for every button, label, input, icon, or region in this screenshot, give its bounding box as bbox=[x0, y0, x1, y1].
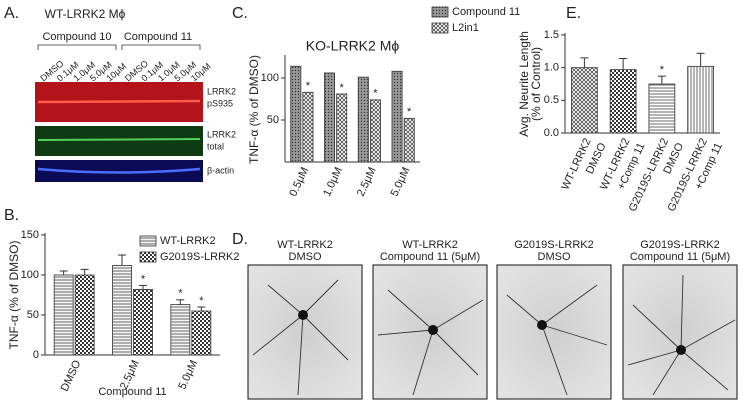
legend-label: Compound 11 bbox=[452, 6, 520, 18]
bar bbox=[357, 76, 369, 163]
x-tick-label: 1.0μM bbox=[321, 165, 345, 198]
bar bbox=[369, 99, 381, 163]
bar bbox=[302, 91, 314, 163]
band-label: LRRK2 bbox=[207, 86, 236, 96]
blot-band bbox=[35, 160, 203, 182]
bar bbox=[170, 304, 191, 356]
chart-title: KO-LRRK2 Mϕ bbox=[306, 38, 400, 54]
soma bbox=[676, 345, 686, 355]
micrograph-label: Compound 11 (5μM) bbox=[630, 251, 730, 263]
y-tick-label: 50 bbox=[27, 309, 39, 321]
micrograph-label: G2019S-LRRK2 bbox=[514, 239, 594, 251]
y-tick-label: 0 bbox=[33, 349, 39, 361]
micrograph bbox=[247, 264, 363, 400]
significance: * bbox=[373, 88, 378, 100]
x-tick-label: 0.5μM bbox=[287, 165, 311, 198]
band-label: pS935 bbox=[207, 98, 233, 108]
legend-label: WT-LRRK2 bbox=[160, 235, 216, 247]
neuron bbox=[377, 289, 484, 396]
legend-hatch bbox=[432, 7, 448, 17]
panel-label: E. bbox=[566, 5, 581, 22]
bar bbox=[290, 65, 302, 163]
bar bbox=[191, 310, 212, 356]
micrograph bbox=[622, 264, 738, 400]
significance: * bbox=[199, 295, 204, 307]
band-label: β-actin bbox=[207, 165, 234, 175]
blot-brace bbox=[37, 44, 201, 50]
bar bbox=[687, 65, 714, 134]
significance: * bbox=[407, 106, 412, 118]
micrograph bbox=[496, 264, 612, 400]
bar bbox=[648, 83, 676, 134]
neuron bbox=[627, 274, 736, 396]
panel-label: D. bbox=[232, 231, 248, 248]
significance: * bbox=[340, 82, 345, 94]
y-axis-label: TNF-α (% of DMSO) bbox=[7, 241, 21, 350]
bar bbox=[133, 288, 153, 356]
y-tick-label: 0.0 bbox=[544, 127, 559, 139]
significance: * bbox=[306, 80, 311, 92]
y-tick-label: 1.0 bbox=[544, 62, 559, 74]
micrograph-label: G2019S-LRRK2 bbox=[640, 239, 720, 251]
panel-label: A. bbox=[4, 5, 19, 22]
significance: * bbox=[141, 273, 146, 285]
blot-signal bbox=[37, 138, 201, 141]
significance: * bbox=[660, 64, 665, 76]
micrograph-label: Compound 11 (5μM) bbox=[380, 251, 480, 263]
bar bbox=[74, 274, 95, 356]
significance: * bbox=[178, 288, 183, 300]
x-axis-label: Compound 11 bbox=[98, 386, 166, 398]
y-axis-label: TNF-α (% of DMSO) bbox=[247, 55, 261, 164]
blot-group: Compound 10 bbox=[42, 31, 111, 43]
band-label: total bbox=[207, 141, 224, 151]
legend-label: G2019S-LRRK2 bbox=[160, 251, 240, 263]
neuron bbox=[252, 279, 349, 396]
y-tick-label: 150 bbox=[21, 229, 39, 241]
panel-label: C. bbox=[232, 5, 248, 22]
y-tick-label: 100 bbox=[21, 269, 39, 281]
bar bbox=[336, 93, 348, 163]
micrograph-label: DMSO bbox=[538, 251, 571, 263]
x-tick-label: 5.0μM bbox=[389, 165, 413, 198]
blot-band bbox=[35, 126, 203, 156]
bar bbox=[571, 67, 598, 134]
x-tick-label: DMSO bbox=[59, 358, 84, 393]
bar bbox=[609, 69, 637, 134]
y-tick-label: 50 bbox=[267, 114, 279, 126]
legend-hatch bbox=[432, 23, 448, 33]
x-tick-label: 5.0μM bbox=[176, 358, 200, 391]
neuron bbox=[506, 284, 608, 396]
band-label: LRRK2 bbox=[207, 129, 236, 139]
soma bbox=[298, 310, 308, 320]
blot-signal bbox=[37, 167, 201, 174]
y-tick-label: 0.5 bbox=[544, 94, 559, 106]
y-axis-label: (% of Control) bbox=[529, 47, 543, 121]
y-tick-label: 1.5 bbox=[544, 29, 559, 41]
legend-hatch bbox=[140, 236, 156, 246]
legend-hatch bbox=[140, 252, 156, 262]
bar bbox=[112, 264, 132, 356]
bar bbox=[403, 117, 415, 163]
y-tick-label: 100 bbox=[261, 72, 279, 84]
panel-label: B. bbox=[4, 207, 19, 224]
bar bbox=[53, 274, 74, 356]
blot-signal bbox=[37, 99, 201, 104]
blot-title: WT-LRRK2 Mϕ bbox=[45, 7, 126, 21]
legend-label: L2in1 bbox=[452, 22, 479, 34]
bar bbox=[391, 70, 403, 163]
y-axis-label: Avg. Neurite Length bbox=[517, 31, 531, 137]
micrograph-label: WT-LRRK2 bbox=[277, 239, 333, 251]
blot-group: Compound 11 bbox=[124, 31, 192, 43]
micrograph-label: DMSO bbox=[289, 251, 322, 263]
soma bbox=[537, 320, 547, 330]
micrograph-label: WT-LRRK2 bbox=[402, 239, 458, 251]
bar bbox=[324, 72, 336, 163]
soma bbox=[428, 325, 438, 335]
x-tick-label: 2.5μM bbox=[355, 165, 379, 198]
